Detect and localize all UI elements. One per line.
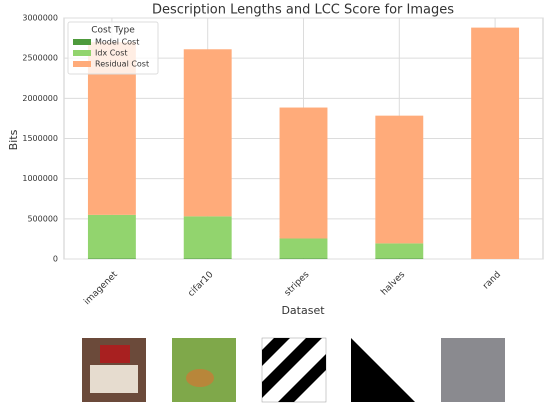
legend-swatch <box>73 61 91 67</box>
bar-segment <box>183 258 232 259</box>
x-tick-label: imagenet <box>82 269 120 307</box>
x-axis-label: Dataset <box>281 304 325 317</box>
legend-title: Cost Type <box>91 26 135 36</box>
legend-label: Residual Cost <box>95 60 149 69</box>
stripes-image <box>261 337 327 403</box>
bar-segment <box>471 27 520 259</box>
y-tick-label: 2500000 <box>22 54 58 63</box>
y-tick-label: 1000000 <box>22 174 58 183</box>
bar-segment <box>375 115 424 244</box>
bar-segment <box>87 258 136 259</box>
example-images <box>82 337 505 403</box>
x-tick-label: cifar10 <box>186 270 215 299</box>
bar-segment <box>183 216 232 259</box>
image-detail <box>90 365 138 393</box>
legend-swatch <box>73 39 91 45</box>
y-tick-label: 3000000 <box>22 14 58 23</box>
bar-segment <box>279 238 328 259</box>
legend-label: Model Cost <box>95 38 139 47</box>
y-tick-label: 0 <box>53 255 58 264</box>
image-detail <box>186 369 214 387</box>
chart-title: Description Lengths and LCC Score for Im… <box>152 3 454 18</box>
bar-segment <box>279 107 328 239</box>
y-tick-label: 2000000 <box>22 94 58 103</box>
legend-label: Idx Cost <box>95 49 128 58</box>
bar-segment <box>279 258 328 259</box>
y-tick-label: 500000 <box>27 214 58 223</box>
halves-image <box>351 338 415 402</box>
x-tick-label: rand <box>481 270 503 292</box>
legend-swatch <box>73 50 91 56</box>
bar-segment <box>183 49 232 217</box>
y-axis-label: Bits <box>7 129 20 150</box>
bar-segment <box>375 243 424 259</box>
x-tick-label: halves <box>379 270 407 298</box>
bar-segment <box>375 258 424 259</box>
x-tick-label: stripes <box>283 270 312 299</box>
rand-image <box>441 338 505 402</box>
image-detail <box>100 345 130 363</box>
bar-segment <box>87 214 136 259</box>
y-tick-label: 1500000 <box>22 134 58 143</box>
